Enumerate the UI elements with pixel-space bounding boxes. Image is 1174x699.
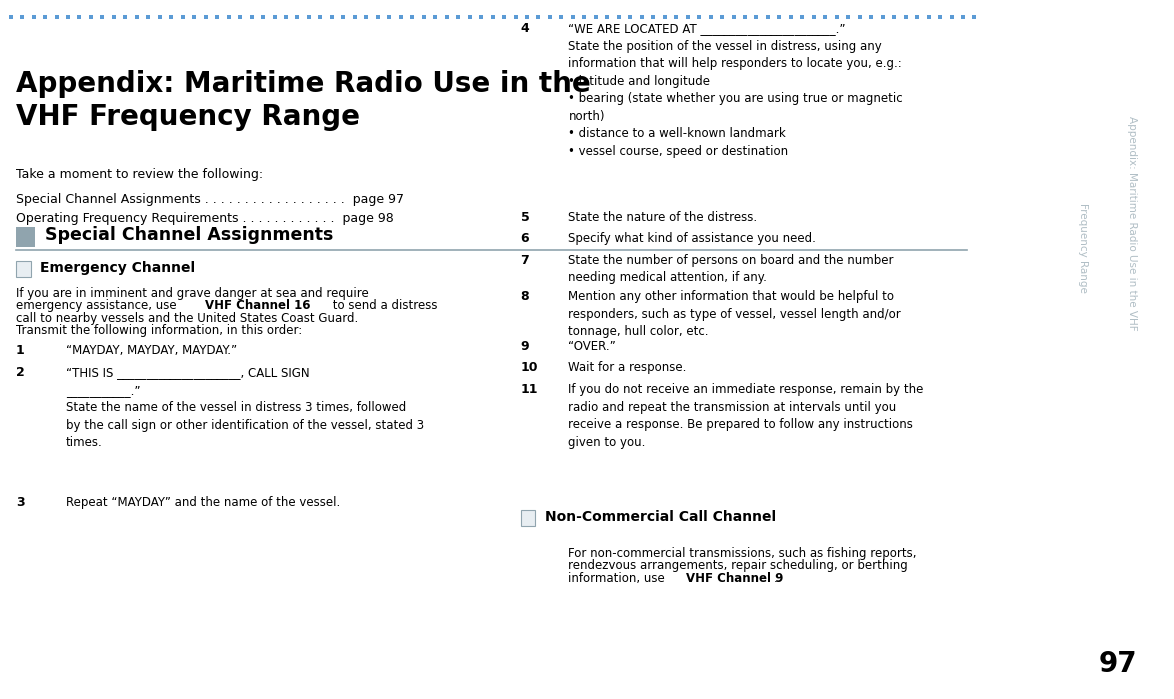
Text: 97: 97: [1099, 650, 1138, 678]
Text: Special Channel Assignments . . . . . . . . . . . . . . . . . .  page 97: Special Channel Assignments . . . . . . …: [16, 193, 404, 206]
Text: information, use: information, use: [568, 572, 669, 585]
Text: Take a moment to review the following:: Take a moment to review the following:: [16, 168, 263, 181]
Text: 3: 3: [16, 496, 25, 510]
Text: Non-Commercial Call Channel: Non-Commercial Call Channel: [545, 510, 776, 524]
Text: rendezvous arrangements, repair scheduling, or berthing: rendezvous arrangements, repair scheduli…: [568, 559, 909, 572]
Text: 5: 5: [520, 211, 529, 224]
Text: State the number of persons on board and the number
needing medical attention, i: State the number of persons on board and…: [568, 254, 893, 284]
Text: Appendix: Maritime Radio Use in the
VHF Frequency Range: Appendix: Maritime Radio Use in the VHF …: [16, 70, 591, 131]
Text: State the nature of the distress.: State the nature of the distress.: [568, 211, 757, 224]
Text: 8: 8: [520, 290, 529, 303]
Text: Frequency Range: Frequency Range: [1078, 203, 1087, 293]
Text: Mention any other information that would be helpful to
responders, such as type : Mention any other information that would…: [568, 290, 902, 338]
Text: Repeat “MAYDAY” and the name of the vessel.: Repeat “MAYDAY” and the name of the vess…: [66, 496, 340, 510]
Text: “WE ARE LOCATED AT _______________________.”
State the position of the vessel in: “WE ARE LOCATED AT _____________________…: [568, 22, 903, 158]
Text: .: .: [774, 572, 777, 585]
Text: 11: 11: [520, 383, 538, 396]
Text: “MAYDAY, MAYDAY, MAYDAY.”: “MAYDAY, MAYDAY, MAYDAY.”: [66, 344, 237, 357]
Text: 4: 4: [520, 22, 529, 36]
Text: 7: 7: [520, 254, 529, 267]
Text: “OVER.”: “OVER.”: [568, 340, 616, 354]
Text: Specify what kind of assistance you need.: Specify what kind of assistance you need…: [568, 232, 816, 245]
Text: to send a distress: to send a distress: [330, 299, 438, 312]
Text: 1: 1: [16, 344, 25, 357]
Text: Operating Frequency Requirements . . . . . . . . . . . .  page 98: Operating Frequency Requirements . . . .…: [16, 212, 393, 226]
Text: If you are in imminent and grave danger at sea and require: If you are in imminent and grave danger …: [16, 287, 369, 300]
Text: If you do not receive an immediate response, remain by the
radio and repeat the : If you do not receive an immediate respo…: [568, 383, 924, 449]
Text: VHF Channel 9: VHF Channel 9: [687, 572, 784, 585]
Bar: [16, 227, 35, 247]
Text: 2: 2: [16, 366, 25, 380]
Text: 10: 10: [520, 361, 538, 375]
Text: Appendix: Maritime Radio Use in the VHF: Appendix: Maritime Radio Use in the VHF: [1127, 116, 1136, 331]
Text: VHF Channel 16: VHF Channel 16: [205, 299, 311, 312]
Text: Transmit the following information, in this order:: Transmit the following information, in t…: [16, 324, 302, 338]
Text: “THIS IS _____________________, CALL SIGN
___________.”
State the name of the ve: “THIS IS _____________________, CALL SIG…: [66, 366, 424, 449]
Text: Wait for a response.: Wait for a response.: [568, 361, 687, 375]
Text: Special Channel Assignments: Special Channel Assignments: [45, 226, 333, 245]
Text: call to nearby vessels and the United States Coast Guard.: call to nearby vessels and the United St…: [16, 312, 358, 325]
Text: emergency assistance, use: emergency assistance, use: [16, 299, 181, 312]
Text: 9: 9: [520, 340, 529, 354]
Bar: [16, 261, 31, 277]
Bar: [520, 510, 535, 526]
Text: Emergency Channel: Emergency Channel: [40, 261, 196, 275]
Text: For non-commercial transmissions, such as fishing reports,: For non-commercial transmissions, such a…: [568, 547, 917, 560]
Text: 6: 6: [520, 232, 529, 245]
